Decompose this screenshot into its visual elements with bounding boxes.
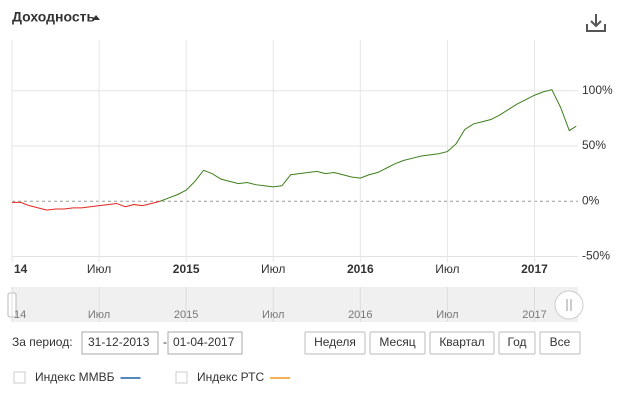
navigator[interactable] — [12, 287, 578, 322]
range-button[interactable] — [429, 331, 495, 355]
x-tick-label: 2017 — [521, 262, 548, 276]
return-line-joint — [151, 200, 161, 204]
x-tick-label: Июл — [87, 262, 111, 276]
range-button-label: Квартал — [439, 335, 484, 349]
period-label: За период: — [12, 335, 73, 349]
return-line — [12, 201, 152, 211]
range-button[interactable] — [369, 331, 426, 355]
date-input[interactable] — [167, 331, 243, 355]
range-button-label: Неделя — [314, 335, 356, 349]
legend-checkbox[interactable] — [13, 371, 26, 384]
date-from: 31-12-2013 — [88, 335, 150, 349]
range-button-label: Все — [550, 335, 571, 349]
y-tick-label: 100% — [582, 83, 613, 97]
legend-label: Индекс ММВБ — [35, 370, 115, 384]
x-tick-label: 2015 — [173, 262, 200, 276]
range-button-label: Месяц — [379, 335, 415, 349]
x-tick-label: 14 — [14, 262, 28, 276]
navigator-label: Июл — [436, 309, 458, 321]
x-tick-label: Июл — [261, 262, 285, 276]
date-input[interactable] — [81, 331, 159, 355]
range-button-label: Год — [507, 335, 526, 349]
navigator-label: 2015 — [174, 309, 198, 321]
y-tick-label: 50% — [582, 138, 606, 152]
y-tick-label: 0% — [582, 193, 600, 207]
separator: - — [163, 335, 167, 349]
range-button[interactable] — [539, 331, 581, 355]
range-button[interactable] — [498, 331, 536, 355]
chart-title: Доходность — [12, 9, 96, 25]
date-to: 01-04-2017 — [173, 335, 235, 349]
navigator-label: Июл — [88, 309, 110, 321]
navigator-label: 2017 — [522, 309, 546, 321]
x-tick-label: 2016 — [347, 262, 374, 276]
download-icon[interactable] — [586, 14, 606, 32]
y-tick-label: -50% — [582, 249, 610, 263]
legend-checkbox[interactable] — [175, 371, 188, 384]
range-button[interactable] — [304, 331, 366, 355]
collapse-icon[interactable] — [92, 15, 100, 20]
legend-label: Индекс РТС — [197, 370, 264, 384]
handle-grip — [566, 299, 572, 311]
navigator-label: 14 — [14, 309, 26, 321]
navigator-label: Июл — [262, 309, 284, 321]
navigator-handle[interactable] — [554, 290, 584, 320]
x-tick-label: Июл — [435, 262, 459, 276]
navigator-label: 2016 — [348, 309, 372, 321]
return-line — [159, 89, 577, 202]
